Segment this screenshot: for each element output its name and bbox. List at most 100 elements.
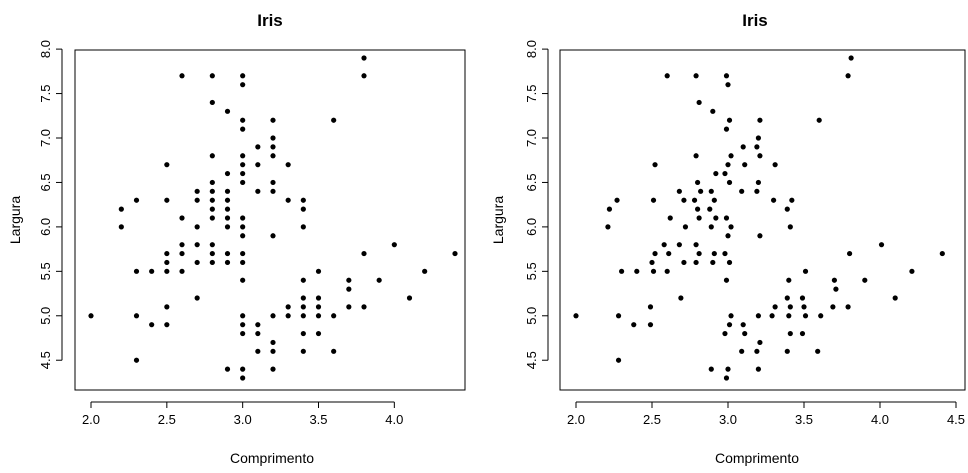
- data-point: [255, 144, 261, 150]
- data-point: [818, 313, 824, 319]
- data-point: [179, 242, 185, 248]
- data-point: [209, 153, 215, 159]
- data-point: [240, 73, 246, 79]
- data-point: [725, 366, 731, 372]
- data-point: [676, 242, 682, 248]
- data-point: [650, 268, 657, 274]
- data-point: [164, 197, 170, 203]
- data-point: [652, 162, 658, 168]
- data-point: [892, 295, 898, 301]
- data-point: [634, 268, 640, 274]
- x-axis-label: Comprimento: [230, 450, 314, 466]
- data-point: [270, 144, 276, 150]
- data-point: [209, 206, 215, 212]
- data-point: [693, 259, 699, 266]
- data-point: [742, 162, 748, 168]
- data-point: [209, 188, 215, 194]
- x-tick-label: 3.0: [719, 412, 737, 427]
- data-point: [300, 330, 306, 337]
- data-point: [285, 304, 291, 310]
- data-point: [693, 242, 699, 248]
- data-point: [708, 188, 714, 194]
- data-point: [315, 295, 322, 301]
- y-axis: 4.5 5.0 5.5 6.0 6.5 7.0 7.5 8.0: [524, 40, 549, 369]
- chart-title: Iris: [257, 11, 283, 30]
- data-point: [757, 153, 763, 159]
- data-point: [939, 250, 945, 257]
- data-point: [740, 144, 746, 150]
- data-point: [787, 330, 793, 337]
- data-point: [209, 215, 215, 221]
- x-axis: 2.0 2.5 3.0 3.5 4.0: [82, 401, 403, 427]
- data-point: [739, 188, 745, 194]
- data-point: [179, 250, 185, 257]
- data-point: [255, 330, 261, 337]
- data-point: [728, 313, 734, 319]
- x-tick-label: 4.0: [871, 412, 889, 427]
- x-tick-label: 3.5: [795, 412, 813, 427]
- data-point: [240, 277, 246, 283]
- y-tick-label: 6.0: [38, 218, 53, 236]
- data-point: [179, 215, 185, 221]
- data-point: [224, 224, 231, 230]
- data-point: [739, 348, 745, 354]
- data-point: [754, 188, 760, 194]
- data-point: [676, 188, 682, 194]
- x-axis: 2.0 2.5 3.0 3.5 4.0 4.5: [567, 401, 965, 427]
- data-point: [725, 162, 731, 168]
- data-point: [802, 268, 809, 274]
- y-tick-label: 5.5: [524, 262, 539, 280]
- y-tick-label: 5.5: [38, 262, 53, 280]
- data-point: [149, 322, 155, 328]
- data-point: [845, 304, 851, 310]
- data-point: [723, 215, 730, 221]
- data-point: [728, 153, 734, 159]
- data-point: [693, 153, 699, 159]
- data-point: [240, 259, 246, 266]
- data-point: [224, 197, 231, 203]
- data-point: [726, 259, 733, 266]
- x-tick-label: 3.5: [309, 412, 327, 427]
- x-tick-label: 4.0: [385, 412, 403, 427]
- data-point: [722, 170, 728, 177]
- data-point: [755, 179, 762, 186]
- data-points: [573, 55, 945, 381]
- y-tick-label: 4.5: [524, 351, 539, 369]
- data-point: [723, 73, 730, 79]
- chart-panel-right: Iris 2.0 2.5 3.0 3.5 4.0 4.5 4.5 5.0 5.5 6.0 6.5 7…: [490, 11, 966, 466]
- data-point: [787, 304, 793, 310]
- data-point: [740, 322, 746, 328]
- data-point: [649, 259, 655, 266]
- data-point: [726, 117, 733, 123]
- y-tick-label: 7.5: [38, 85, 53, 103]
- data-point: [878, 242, 885, 248]
- data-point: [361, 55, 367, 61]
- data-point: [667, 215, 673, 221]
- data-point: [224, 170, 231, 177]
- data-point: [728, 224, 734, 230]
- data-point: [391, 242, 397, 248]
- data-point: [754, 348, 760, 354]
- y-tick-label: 6.5: [38, 173, 53, 191]
- x-tick-label: 2.5: [158, 412, 176, 427]
- data-point: [224, 108, 231, 114]
- data-point: [240, 366, 246, 372]
- plot-frame: [74, 49, 466, 391]
- data-point: [713, 170, 719, 177]
- data-point: [209, 99, 215, 106]
- data-point: [710, 259, 716, 266]
- data-point: [270, 117, 276, 123]
- data-point: [696, 250, 702, 257]
- data-point: [255, 322, 261, 328]
- data-point: [711, 197, 717, 203]
- data-point: [722, 250, 728, 257]
- data-point: [755, 313, 762, 319]
- data-point: [606, 206, 613, 212]
- data-point: [605, 224, 611, 230]
- data-point: [164, 250, 170, 257]
- data-point: [255, 162, 261, 168]
- chart-title: Iris: [742, 11, 768, 30]
- data-point: [801, 304, 807, 310]
- data-point: [784, 295, 790, 301]
